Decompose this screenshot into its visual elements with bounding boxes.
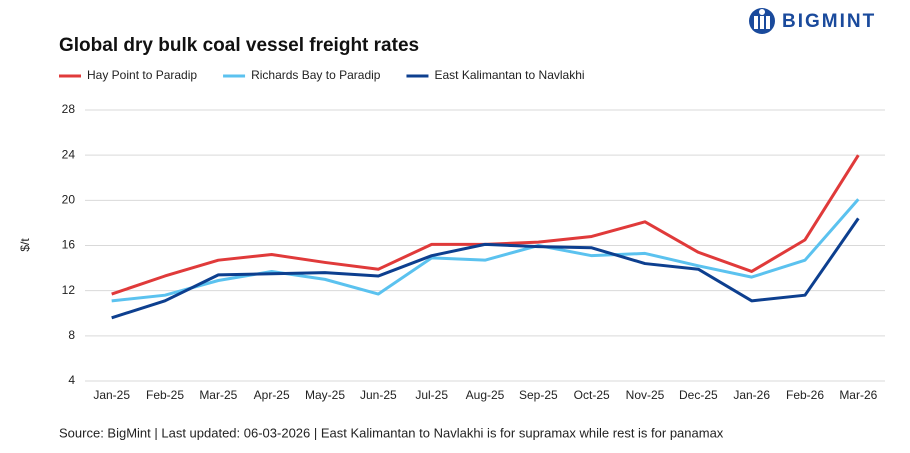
x-tick-label: Mar-25 bbox=[199, 388, 237, 402]
x-tick-label: Nov-25 bbox=[626, 388, 665, 402]
x-tick-label: Aug-25 bbox=[466, 388, 505, 402]
legend-label: East Kalimantan to Navlakhi bbox=[434, 68, 584, 82]
brand-logo: BIGMINT bbox=[749, 8, 876, 34]
x-tick-label: Jun-25 bbox=[360, 388, 397, 402]
x-tick-label: Jan-25 bbox=[93, 388, 130, 402]
series-line bbox=[111, 154, 860, 296]
y-tick-label: 24 bbox=[62, 147, 76, 161]
y-tick-label: 16 bbox=[62, 238, 76, 252]
y-tick-label: 12 bbox=[62, 283, 76, 297]
x-tick-label: Feb-26 bbox=[786, 388, 824, 402]
x-tick-label: Jul-25 bbox=[415, 388, 448, 402]
x-tick-label: Oct-25 bbox=[574, 388, 610, 402]
y-axis-label: $/t bbox=[18, 238, 32, 252]
y-tick-label: 8 bbox=[68, 328, 75, 342]
x-tick-label: Dec-25 bbox=[679, 388, 718, 402]
x-tick-label: Jan-26 bbox=[733, 388, 770, 402]
chart-title: Global dry bulk coal vessel freight rate… bbox=[59, 35, 419, 56]
x-tick-label: Mar-26 bbox=[839, 388, 877, 402]
legend-label: Hay Point to Paradip bbox=[87, 68, 197, 82]
series-line bbox=[111, 198, 860, 303]
x-tick-label: May-25 bbox=[305, 388, 345, 402]
x-tick-label: Apr-25 bbox=[254, 388, 290, 402]
y-tick-label: 20 bbox=[62, 193, 76, 207]
series-line bbox=[111, 217, 860, 320]
y-tick-label: 4 bbox=[68, 373, 75, 387]
brand-name: BIGMINT bbox=[782, 11, 876, 32]
source-note: Source: BigMint | Last updated: 06-03-20… bbox=[59, 425, 724, 440]
x-tick-label: Sep-25 bbox=[519, 388, 558, 402]
legend-label: Richards Bay to Paradip bbox=[251, 68, 381, 82]
y-tick-label: 28 bbox=[62, 102, 76, 116]
x-tick-label: Feb-25 bbox=[146, 388, 184, 402]
